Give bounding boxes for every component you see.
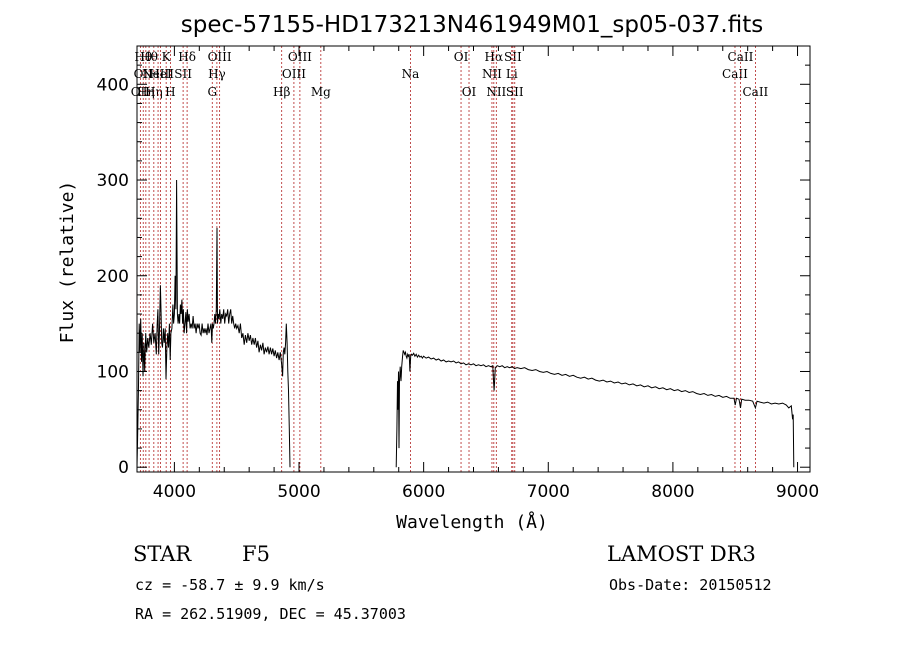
marker-label: CaII [742, 85, 768, 99]
marker-label: Mg [311, 85, 331, 99]
marker-label: Hθ [140, 50, 158, 64]
object-subclass: F5 [242, 542, 270, 566]
y-tick-label: 300 [97, 171, 129, 191]
marker-label: CaII [722, 67, 748, 81]
marker-label: SII [174, 67, 192, 81]
marker-label: Hβ [273, 85, 290, 99]
redshift-value: cz = -58.7 ± 9.9 km/s [135, 576, 325, 594]
marker-label: OIII [208, 50, 232, 64]
marker-label: Hη [145, 85, 163, 99]
marker-label: H [165, 85, 175, 99]
marker-label: OI [454, 50, 469, 64]
marker-label: NII [482, 67, 502, 81]
marker-label: OII [131, 85, 151, 99]
x-tick-label: 6000 [402, 482, 445, 502]
marker-label: Na [402, 67, 420, 81]
obs-date: Obs-Date: 20150512 [609, 576, 772, 594]
plot-frame [136, 45, 811, 473]
marker-label: NII [486, 85, 506, 99]
marker-label: Hθ [134, 50, 152, 64]
y-axis-label: Flux (relative) [57, 181, 78, 344]
x-tick-label: 9000 [776, 482, 819, 502]
marker-label: Hδ [178, 50, 196, 64]
marker-label: SII [504, 50, 522, 64]
marker-label: OI [462, 85, 477, 99]
marker-label: Li [506, 67, 518, 81]
spectrum-line [136, 179, 291, 468]
x-tick-label: 8000 [651, 482, 694, 502]
marker-label: Hγ [208, 67, 226, 81]
emission-line-markers: OIIHθOIIHηHθHηNeIIIHeIKHSIIHδGHγOIIIHβOI… [131, 46, 769, 472]
y-tick-label: 400 [97, 75, 129, 95]
spectrum-series [136, 179, 795, 468]
marker-label: G [207, 85, 217, 99]
x-tick-label: 4000 [153, 482, 196, 502]
chart-title: spec-57155-HD173213N461949M01_sp05-037.f… [181, 12, 763, 38]
marker-label: HeI [149, 67, 172, 81]
y-tick-label: 200 [97, 267, 129, 287]
marker-label: OIII [282, 67, 306, 81]
survey-name: LAMOST DR3 [607, 542, 756, 566]
y-tick-label: 0 [118, 458, 129, 478]
x-tick-label: 5000 [277, 482, 320, 502]
marker-label: CaII [728, 50, 754, 64]
sky-coordinates: RA = 262.51909, DEC = 45.37003 [135, 605, 406, 623]
marker-label: SII [506, 85, 524, 99]
y-tick-label: 100 [97, 362, 129, 382]
object-class: STAR [133, 542, 192, 566]
marker-label: Hα [485, 50, 504, 64]
marker-label: OII [134, 67, 154, 81]
marker-label: Hη [137, 85, 155, 99]
axis-ticks: 4000 5000 6000 7000 8000 9000 0 100 200 300 400 [97, 46, 819, 502]
marker-label: K [162, 50, 172, 64]
x-axis-label: Wavelength (Å) [396, 511, 548, 533]
x-tick-label: 7000 [527, 482, 570, 502]
spectrum-line [395, 350, 795, 468]
marker-label: OIII [288, 50, 312, 64]
